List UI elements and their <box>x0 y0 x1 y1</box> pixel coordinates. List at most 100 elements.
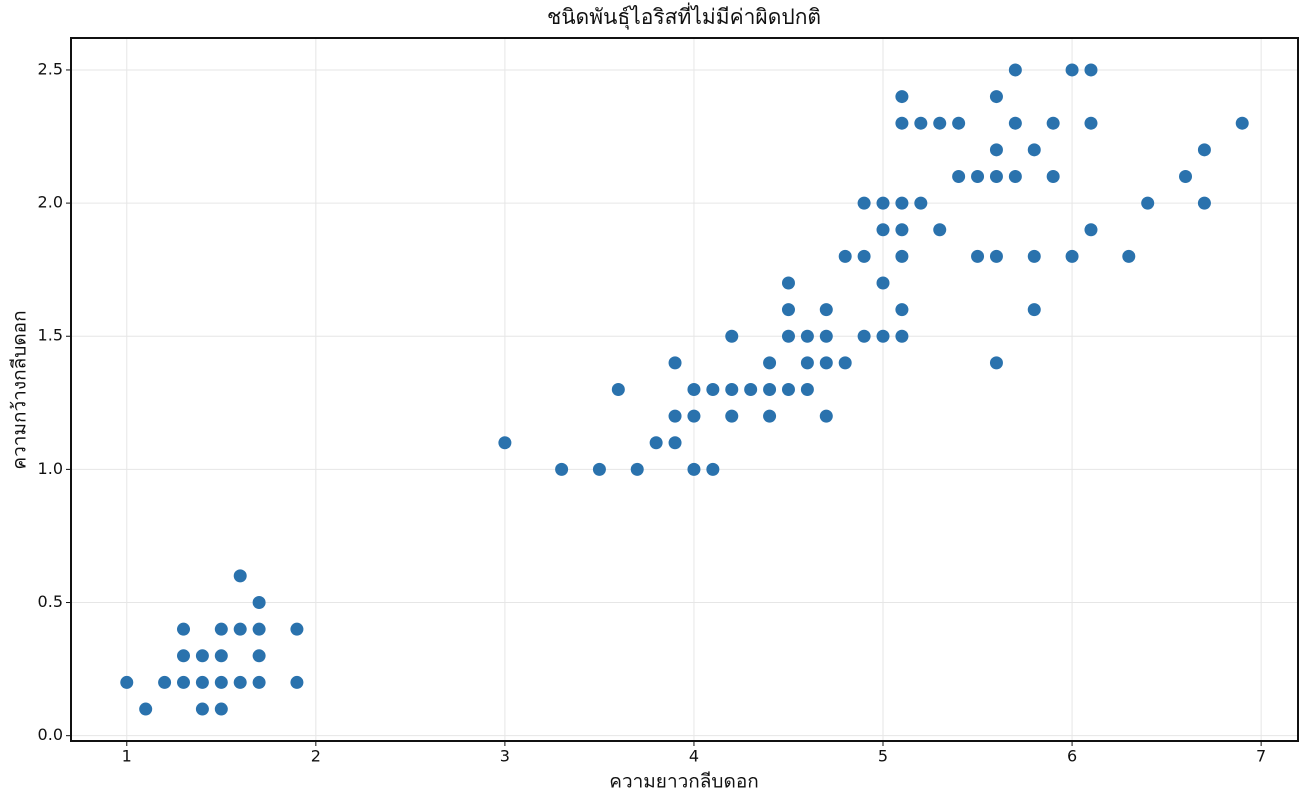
x-tick-label: 6 <box>1067 747 1077 766</box>
point <box>214 675 228 689</box>
point <box>1027 249 1041 263</box>
point <box>214 649 228 663</box>
point <box>933 116 947 130</box>
point <box>649 436 663 450</box>
point <box>1084 223 1098 237</box>
point <box>857 249 871 263</box>
point <box>233 622 247 636</box>
point <box>800 356 814 370</box>
point <box>781 383 795 396</box>
chart-title: ชนิดพันธุ์ไอริสที่ไม่มีค่าผิดปกติ <box>547 2 821 30</box>
point <box>933 223 947 237</box>
point <box>1122 249 1136 263</box>
point <box>819 303 833 317</box>
x-axis-label: ความยาวกลีบดอก <box>609 771 759 793</box>
point <box>195 649 209 663</box>
y-tick-label: 1.0 <box>38 459 63 478</box>
x-tick-label: 2 <box>311 747 321 766</box>
point <box>800 329 814 343</box>
point <box>1065 249 1079 263</box>
point <box>139 702 153 716</box>
x-tick-label: 5 <box>878 747 888 766</box>
point <box>290 622 304 636</box>
point <box>1141 196 1155 210</box>
point <box>876 329 890 343</box>
y-tick-label: 2.5 <box>38 59 63 78</box>
point <box>668 436 682 450</box>
x-tick-label: 4 <box>689 747 699 766</box>
point <box>895 90 909 104</box>
x-tick-label: 7 <box>1256 747 1266 766</box>
point <box>895 196 909 210</box>
y-tick-label: 0.0 <box>38 725 63 744</box>
point <box>1027 143 1041 157</box>
x-tick-label: 1 <box>122 747 132 766</box>
point <box>706 383 720 396</box>
point <box>819 329 833 343</box>
point <box>668 409 682 423</box>
point <box>1046 116 1060 130</box>
point <box>971 169 985 183</box>
plot-frame <box>70 37 1299 742</box>
y-axis-label: ความกว้างกลีบดอก <box>9 310 31 469</box>
point <box>895 116 909 130</box>
point <box>763 409 777 423</box>
x-tick-label: 3 <box>500 747 510 766</box>
point <box>195 702 209 716</box>
point <box>838 249 852 263</box>
point <box>971 249 985 263</box>
y-tick-label: 1.5 <box>38 326 63 345</box>
point <box>158 675 172 689</box>
point <box>176 622 190 636</box>
point <box>592 462 606 476</box>
point <box>857 196 871 210</box>
point <box>876 276 890 290</box>
point <box>952 169 966 183</box>
point <box>781 276 795 290</box>
point <box>233 675 247 689</box>
point <box>781 303 795 317</box>
y-tick-label: 2.0 <box>38 193 63 212</box>
point <box>876 196 890 210</box>
point <box>1197 143 1211 157</box>
point <box>1008 169 1022 183</box>
point <box>800 383 814 396</box>
point <box>1084 116 1098 130</box>
point <box>876 223 890 237</box>
point <box>252 622 266 636</box>
point <box>857 329 871 343</box>
point <box>176 675 190 689</box>
point <box>252 596 266 610</box>
point <box>895 249 909 263</box>
point <box>611 383 625 396</box>
point <box>214 622 228 636</box>
point <box>290 675 304 689</box>
point <box>1235 116 1249 130</box>
point <box>214 702 228 716</box>
point <box>1179 169 1193 183</box>
point <box>195 675 209 689</box>
point <box>914 196 928 210</box>
point <box>895 329 909 343</box>
point <box>952 116 966 130</box>
point <box>498 436 512 450</box>
point <box>819 409 833 423</box>
point <box>725 329 739 343</box>
point <box>914 116 928 130</box>
point <box>781 329 795 343</box>
point <box>989 169 1003 183</box>
point <box>1084 63 1098 77</box>
point <box>989 356 1003 370</box>
point <box>763 383 777 396</box>
point <box>895 223 909 237</box>
point <box>725 409 739 423</box>
point <box>989 90 1003 104</box>
point <box>668 356 682 370</box>
point <box>989 249 1003 263</box>
point <box>895 303 909 317</box>
point <box>630 462 644 476</box>
y-tick-label: 0.5 <box>38 592 63 611</box>
point <box>838 356 852 370</box>
point <box>989 143 1003 157</box>
